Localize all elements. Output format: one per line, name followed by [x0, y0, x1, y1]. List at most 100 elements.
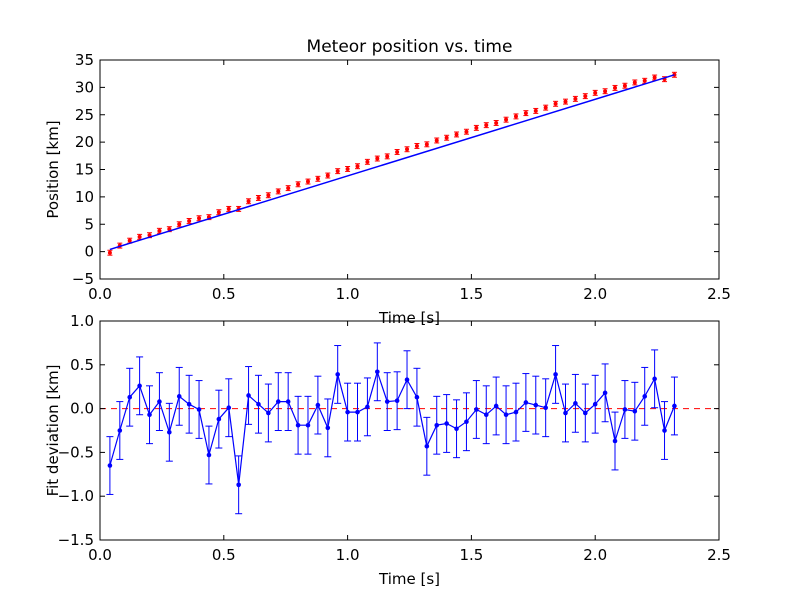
position-panel: Meteor position vs. time 0.0 0.5 1.0 1.5 2.0 2…: [44, 37, 731, 327]
data-point: [583, 94, 588, 99]
data-point: [642, 78, 647, 83]
data-point: [563, 410, 568, 416]
data-point: [414, 143, 419, 148]
data-point: [494, 120, 499, 125]
x-tick-label: 0.0: [88, 546, 112, 564]
data-point: [365, 404, 370, 410]
data-point: [335, 372, 340, 377]
data-point: [216, 210, 221, 215]
y-tick-label: 10: [75, 188, 94, 206]
data-point: [107, 463, 113, 468]
series-measurements: [107, 71, 677, 256]
data-point: [543, 105, 548, 110]
data-point: [226, 405, 232, 411]
x-tick-label: 2.5: [707, 546, 731, 564]
x-tick-label: 0.5: [212, 285, 236, 303]
data-point: [454, 132, 459, 137]
data-point: [533, 402, 539, 408]
data-point: [305, 422, 311, 428]
data-point: [226, 206, 231, 211]
data-point: [553, 372, 558, 377]
x-tick-label: 0.0: [88, 285, 112, 303]
data-point: [335, 169, 340, 174]
data-point: [266, 193, 271, 198]
data-point: [612, 438, 618, 444]
data-point: [553, 101, 558, 106]
data-point: [493, 403, 499, 409]
data-point: [563, 99, 568, 104]
data-point: [424, 443, 430, 449]
fit-line: [109, 74, 675, 251]
y-tick-label: 20: [75, 133, 94, 151]
data-point: [365, 159, 370, 164]
data-point: [187, 218, 192, 223]
y-tick-label: 30: [75, 78, 94, 96]
data-point: [642, 394, 648, 399]
data-point: [464, 419, 469, 425]
data-point: [296, 182, 301, 187]
data-point: [395, 149, 400, 154]
x-tick-label: 1.0: [336, 546, 360, 564]
data-point: [275, 399, 281, 404]
y-tick-label: 15: [75, 161, 94, 179]
series-residuals: [106, 342, 678, 515]
y-axis-label: Fit deviation [km]: [44, 365, 62, 497]
data-point: [523, 400, 529, 405]
x-tick-label: 2.5: [707, 285, 731, 303]
data-point: [375, 369, 380, 375]
data-point: [345, 166, 350, 171]
data-point: [186, 401, 192, 407]
data-point: [394, 398, 400, 404]
y-tick-label: 0.0: [70, 400, 94, 418]
residual-line: [109, 369, 675, 485]
data-point: [474, 407, 479, 412]
data-point: [276, 189, 281, 194]
data-point: [196, 407, 202, 412]
data-point: [107, 250, 112, 255]
data-point: [434, 422, 440, 428]
data-point: [384, 399, 390, 404]
y-tick-label: 5: [84, 215, 94, 233]
data-point: [523, 111, 528, 116]
data-point: [176, 394, 182, 399]
data-point: [285, 399, 291, 404]
data-point: [405, 147, 410, 152]
data-point: [216, 416, 222, 422]
data-point: [345, 409, 350, 415]
y-tick-label: 0.5: [70, 356, 94, 374]
data-point: [613, 85, 618, 90]
data-point: [127, 238, 132, 243]
y-axis-label: Position [km]: [44, 120, 62, 218]
x-tick-label: 1.5: [459, 546, 483, 564]
data-point: [652, 376, 657, 382]
data-point: [315, 176, 320, 181]
data-point: [632, 80, 637, 85]
y-tick-label: −1.5: [58, 531, 94, 549]
data-point: [622, 83, 627, 88]
y-tick-label: 25: [75, 106, 94, 124]
data-point: [582, 410, 588, 416]
data-point: [325, 425, 331, 431]
data-point: [385, 154, 390, 159]
data-point: [504, 117, 509, 122]
data-point: [672, 403, 677, 409]
data-point: [246, 199, 251, 204]
data-point: [622, 407, 628, 412]
data-point: [444, 135, 449, 140]
y-tick-label: −1.0: [58, 487, 94, 505]
data-point: [602, 390, 608, 396]
data-point: [315, 402, 321, 408]
data-point: [592, 401, 598, 407]
data-point: [603, 89, 608, 94]
data-point: [305, 179, 310, 184]
y-tick-label: −5: [72, 270, 94, 288]
data-point: [355, 409, 360, 415]
data-point: [266, 410, 271, 416]
x-tick-label: 0.5: [212, 546, 236, 564]
data-point: [167, 429, 172, 435]
x-tick-label: 2.0: [583, 546, 607, 564]
data-point: [533, 108, 538, 113]
data-point: [483, 412, 489, 418]
data-point: [632, 408, 638, 414]
x-axis-label: Time [s]: [378, 570, 440, 588]
